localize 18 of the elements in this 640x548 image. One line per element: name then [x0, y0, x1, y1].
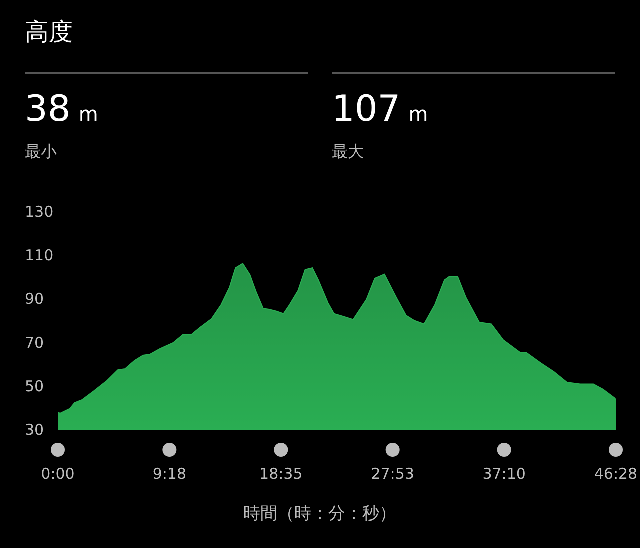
y-tick-label: 30 — [25, 421, 44, 439]
y-tick-label: 70 — [25, 334, 44, 352]
text: 107 m — [332, 88, 428, 132]
x-tick-label: 18:35 — [260, 465, 303, 483]
text: 最小 — [25, 142, 58, 163]
y-tick-label: 110 — [25, 246, 54, 265]
x-tick-label: 0:00 — [41, 465, 75, 483]
y-tick-label: 130 — [25, 203, 54, 221]
x-tick-label: 37:10 — [482, 465, 526, 483]
x-tick-label: 46:28 — [594, 465, 638, 483]
y-tick-label: 50 — [25, 377, 44, 396]
x-axis-title: 時間（時：分：秒） — [242, 503, 398, 525]
y-tick-label: 90 — [25, 290, 44, 308]
chart-title: 高度 — [25, 17, 73, 48]
text: 38 m — [25, 88, 98, 132]
x-tick-label: 27:53 — [371, 465, 414, 483]
text: 最大 — [332, 142, 365, 163]
x-tick-label: 9:18 — [152, 465, 187, 483]
